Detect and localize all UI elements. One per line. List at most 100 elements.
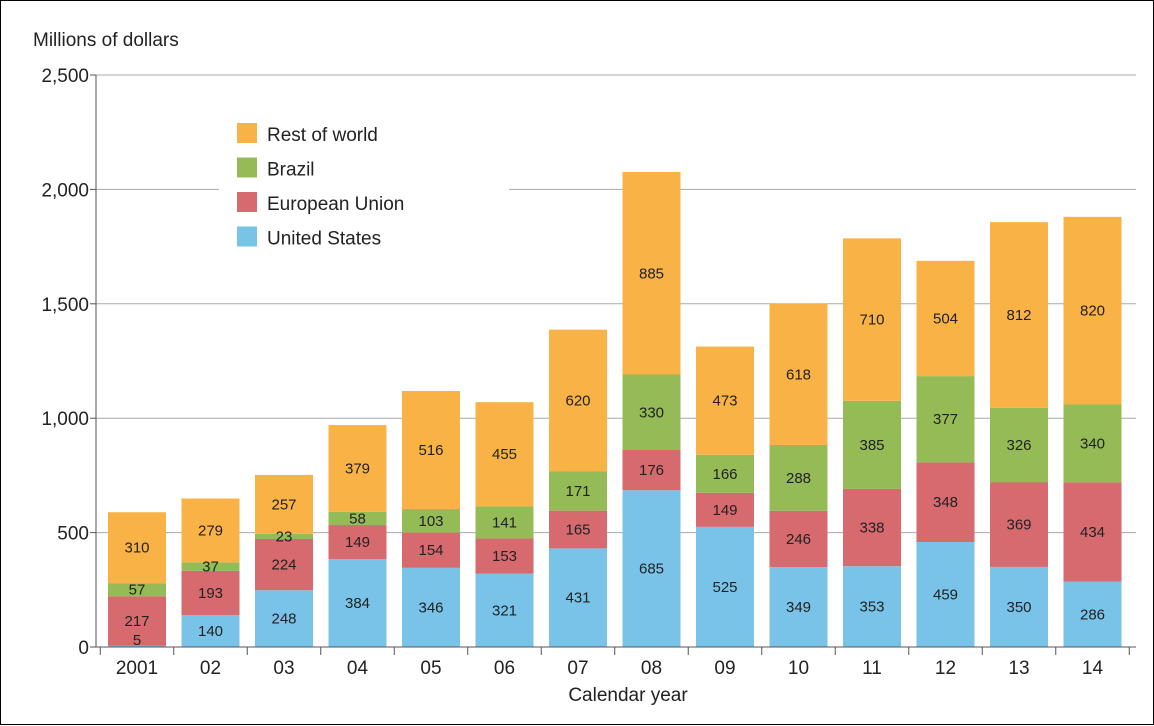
data-label: 377 xyxy=(933,411,958,428)
bar-segment-united-states xyxy=(328,559,387,647)
data-label: 685 xyxy=(639,561,664,578)
bar-segment-rest-of-world xyxy=(108,512,166,584)
x-tick-label: 11 xyxy=(862,658,882,679)
legend-label: United States xyxy=(267,229,381,250)
data-label: 525 xyxy=(712,579,737,596)
data-label: 141 xyxy=(492,514,517,531)
data-label: 23 xyxy=(276,528,293,545)
bar-segment-brazil xyxy=(108,583,166,597)
bars xyxy=(108,172,1122,647)
data-labels: 5 217 57 310 140 193 37 279 248 224 23 257 384 149 58 3… xyxy=(124,265,1105,649)
bar-segment-united-states xyxy=(1063,581,1122,647)
legend-swatch-united-states xyxy=(237,226,257,247)
data-label: 321 xyxy=(492,602,517,619)
bar-segment-european-union xyxy=(622,450,681,491)
bar-segment-european-union xyxy=(328,525,387,560)
data-label: 812 xyxy=(1006,307,1031,324)
data-label: 176 xyxy=(639,462,664,479)
data-label: 149 xyxy=(712,502,737,519)
bar-segment-european-union xyxy=(843,488,901,567)
bar-segment-united-states xyxy=(622,490,681,647)
bar-segment-brazil xyxy=(696,454,754,493)
data-label: 349 xyxy=(786,599,811,616)
axes: 0 500 1,000 1,500 2,000 2,500 2001 02 03 04 05 06 07… xyxy=(41,66,1136,679)
bar-segment-rest-of-world xyxy=(181,498,240,563)
legend-label: Brazil xyxy=(267,160,315,181)
x-tick-label: 14 xyxy=(1082,658,1104,679)
data-label: 165 xyxy=(565,522,590,539)
bar-segment-brazil xyxy=(1063,404,1122,483)
data-label: 379 xyxy=(345,460,370,477)
data-label: 171 xyxy=(565,483,590,500)
x-tick-label: 12 xyxy=(935,658,956,679)
data-label: 459 xyxy=(933,586,958,603)
bar-segment-european-union xyxy=(696,492,754,527)
x-tick-label: 08 xyxy=(641,658,662,679)
bar-segment-united-states xyxy=(255,590,313,647)
y-tick-label: 1,500 xyxy=(41,295,89,316)
bar-segment-european-union xyxy=(181,570,240,615)
bar-segment-rest-of-world xyxy=(549,329,607,472)
bar-segment-brazil xyxy=(181,562,240,571)
data-label: 326 xyxy=(1006,437,1031,454)
data-label: 820 xyxy=(1080,303,1105,320)
bar-segment-rest-of-world xyxy=(402,390,460,510)
data-label: 5 xyxy=(133,632,141,649)
data-label: 217 xyxy=(124,613,149,630)
data-label: 434 xyxy=(1080,524,1105,541)
bar-segment-european-union xyxy=(549,510,607,549)
bar-segment-european-union xyxy=(1063,482,1122,582)
x-tick-label: 2001 xyxy=(116,658,158,679)
bar-segment-rest-of-world xyxy=(1063,216,1122,405)
bar-segment-united-states xyxy=(916,541,975,647)
bar-segment-rest-of-world xyxy=(990,222,1048,408)
bar-segment-european-union xyxy=(990,482,1048,567)
data-label: 193 xyxy=(198,585,223,602)
bar-segment-rest-of-world xyxy=(916,260,975,377)
x-tick-label: 10 xyxy=(788,658,809,679)
bar-segment-united-states xyxy=(549,548,607,647)
bar-segment-rest-of-world xyxy=(769,303,828,445)
bar-segment-rest-of-world xyxy=(475,402,534,507)
bar-segment-rest-of-world xyxy=(696,346,754,455)
data-label: 369 xyxy=(1006,517,1031,534)
data-label: 57 xyxy=(129,582,146,599)
data-label: 516 xyxy=(418,442,443,459)
bar-segment-brazil xyxy=(843,400,901,489)
data-label: 340 xyxy=(1080,435,1105,452)
data-label: 455 xyxy=(492,446,517,463)
x-tick-label: 09 xyxy=(714,658,735,679)
x-tick-label: 13 xyxy=(1008,658,1029,679)
data-label: 279 xyxy=(198,522,223,539)
legend-label: Rest of world xyxy=(267,125,378,146)
data-label: 384 xyxy=(345,595,370,612)
data-label: 710 xyxy=(859,312,884,329)
x-tick-label: 02 xyxy=(200,658,221,679)
bar-segment-european-union xyxy=(769,510,828,568)
bar-segment-brazil xyxy=(402,509,460,533)
data-label: 885 xyxy=(639,265,664,282)
bar-segment-european-union xyxy=(475,538,534,574)
data-label: 348 xyxy=(933,494,958,511)
y-axis-title: Millions of dollars xyxy=(33,30,179,51)
data-label: 224 xyxy=(271,557,296,574)
x-tick-label: 06 xyxy=(494,658,515,679)
data-label: 346 xyxy=(418,599,443,616)
data-label: 248 xyxy=(271,611,296,628)
data-label: 330 xyxy=(639,404,664,421)
data-label: 286 xyxy=(1080,606,1105,623)
bar-segment-united-states xyxy=(402,567,460,647)
data-label: 620 xyxy=(565,393,590,410)
y-tick-label: 0 xyxy=(78,638,89,659)
data-label: 103 xyxy=(418,513,443,530)
bar-segment-united-states xyxy=(769,567,828,647)
bar-segment-european-union xyxy=(402,532,460,568)
bar-segment-brazil xyxy=(622,374,681,451)
data-label: 431 xyxy=(565,590,590,607)
data-label: 140 xyxy=(198,623,223,640)
legend-label: European Union xyxy=(267,194,404,215)
legend: Rest of world Brazil European Union United … xyxy=(219,113,509,261)
bar-segment-rest-of-world xyxy=(622,172,681,375)
data-label: 353 xyxy=(859,599,884,616)
